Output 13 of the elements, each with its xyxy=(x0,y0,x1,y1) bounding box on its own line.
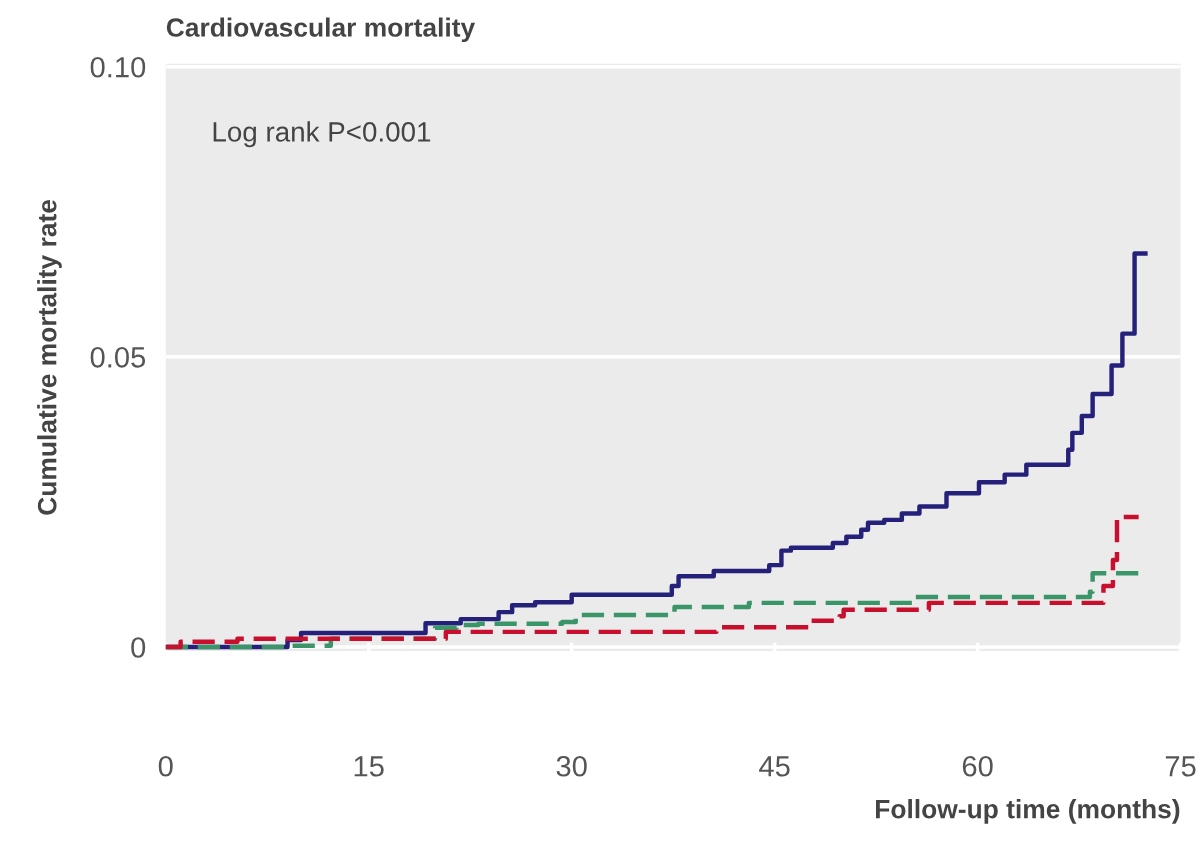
y-axis-title: Cumulative mortality rate xyxy=(37,199,62,515)
annotation: Log rank P<0.001 xyxy=(213,121,431,148)
y-tick-label: 0.10 xyxy=(90,56,146,78)
x-tick-label: 75 xyxy=(1165,756,1196,777)
x-tick-label: 45 xyxy=(759,756,790,777)
x-tick-label: 30 xyxy=(556,755,587,777)
x-tick-label: 0 xyxy=(158,755,173,777)
y-tick-label: 0 xyxy=(131,637,146,658)
x-tick-label: 60 xyxy=(962,755,993,777)
chart-title: Cardiovascular mortality xyxy=(166,17,476,43)
x-axis-title: Follow-up time (months) xyxy=(876,799,1180,824)
y-tick-label: 0.05 xyxy=(90,347,146,368)
x-tick-label: 15 xyxy=(354,756,384,777)
